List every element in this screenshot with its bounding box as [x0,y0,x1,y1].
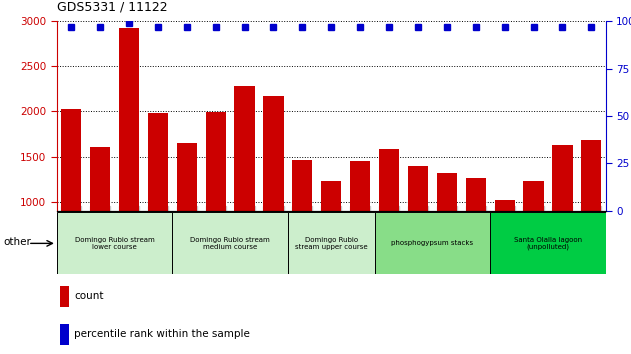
Bar [495,200,515,292]
Text: Domingo Rubio stream
lower course: Domingo Rubio stream lower course [74,237,155,250]
Text: other: other [3,238,31,247]
Text: Santa Olalla lagoon
(unpolluted): Santa Olalla lagoon (unpolluted) [514,236,582,250]
Bar [206,112,226,292]
Bar [379,149,399,292]
Bar [288,212,375,274]
Bar [177,143,197,292]
Bar [437,173,457,292]
Bar [59,285,69,307]
Text: percentile rank within the sample: percentile rank within the sample [74,329,251,339]
Bar [466,178,486,292]
Bar [172,212,288,274]
Bar [375,212,490,274]
Text: phosphogypsum stacks: phosphogypsum stacks [391,240,473,246]
Bar [263,96,283,292]
Bar [524,181,544,292]
Bar [321,181,341,292]
Bar [119,28,139,292]
Text: GDS5331 / 11122: GDS5331 / 11122 [57,1,167,14]
Bar [490,212,606,274]
Bar [235,86,255,292]
Bar [408,166,428,292]
Bar [148,113,168,292]
Text: Domingo Rubio stream
medium course: Domingo Rubio stream medium course [191,237,270,250]
Text: count: count [74,291,104,301]
Bar [90,147,110,292]
Bar [61,109,81,292]
Bar [581,140,601,292]
Bar [57,212,172,274]
Bar [59,324,69,345]
Bar [350,161,370,292]
Bar [552,145,572,292]
Text: Domingo Rubio
stream upper course: Domingo Rubio stream upper course [295,237,368,250]
Bar [292,160,312,292]
